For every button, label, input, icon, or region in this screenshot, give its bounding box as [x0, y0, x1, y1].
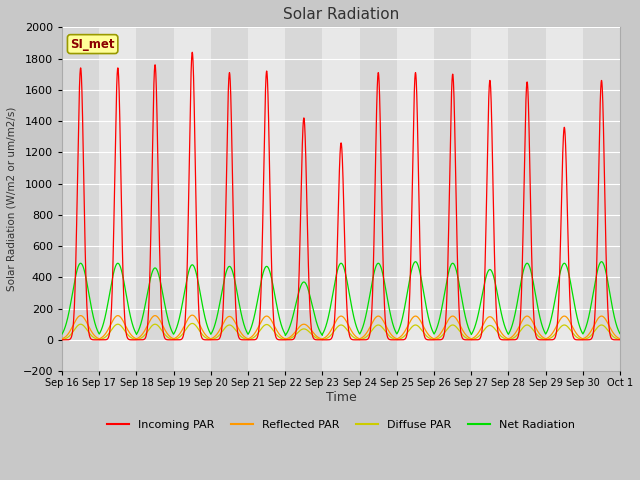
- X-axis label: Time: Time: [326, 391, 356, 404]
- Bar: [397, 27, 434, 371]
- Bar: [248, 27, 285, 371]
- Y-axis label: Solar Radiation (W/m2 or um/m2/s): Solar Radiation (W/m2 or um/m2/s): [7, 107, 17, 291]
- Title: Solar Radiation: Solar Radiation: [283, 7, 399, 22]
- Bar: [62, 27, 99, 371]
- Bar: [508, 27, 545, 371]
- Bar: [173, 27, 211, 371]
- Bar: [583, 27, 620, 371]
- Bar: [545, 27, 583, 371]
- Bar: [360, 27, 397, 371]
- Bar: [471, 27, 508, 371]
- Bar: [285, 27, 323, 371]
- Bar: [434, 27, 471, 371]
- Bar: [323, 27, 360, 371]
- Bar: [99, 27, 136, 371]
- Bar: [136, 27, 173, 371]
- Bar: [211, 27, 248, 371]
- Legend: Incoming PAR, Reflected PAR, Diffuse PAR, Net Radiation: Incoming PAR, Reflected PAR, Diffuse PAR…: [102, 415, 580, 434]
- Text: SI_met: SI_met: [70, 37, 115, 50]
